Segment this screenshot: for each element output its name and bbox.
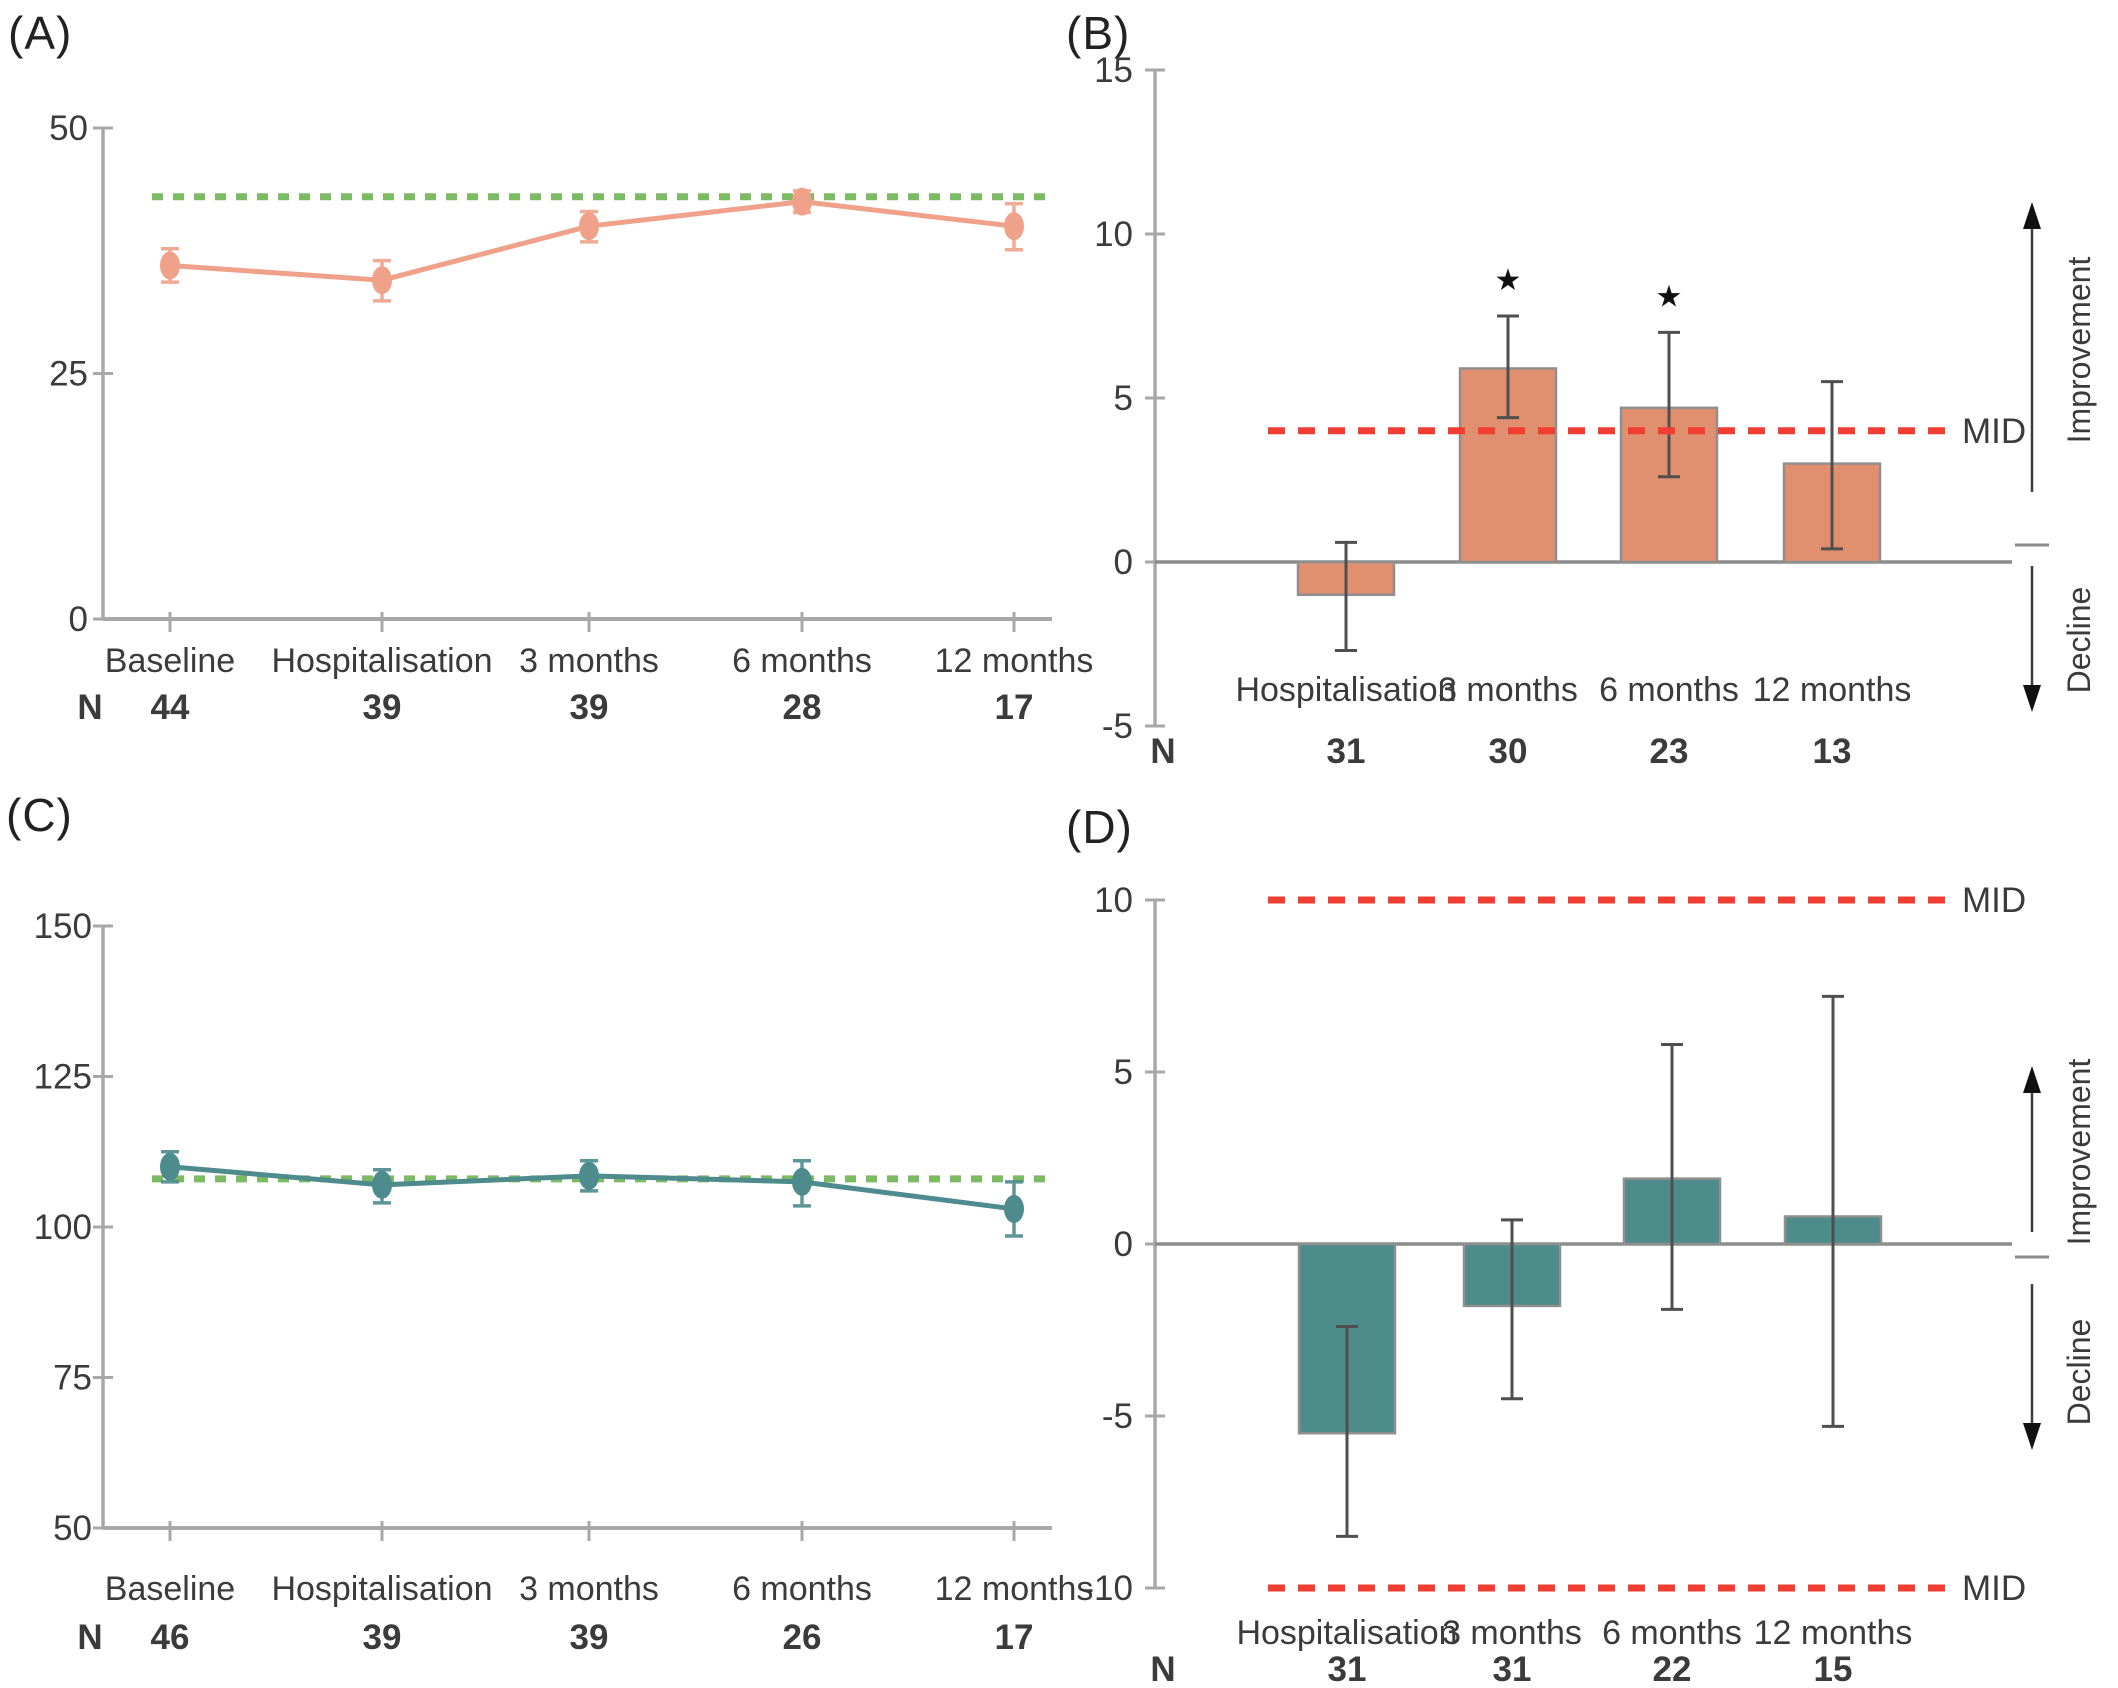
n-row-label: N [1150,1650,1175,1688]
decline-label: Decline [2061,1319,2097,1426]
category-label: 12 months [935,642,1094,680]
y-tick-label: 5 [1114,1053,1133,1092]
category-label: 12 months [1754,1614,1913,1652]
n-value: 39 [363,1618,402,1657]
y-tick-label: 50 [53,1509,92,1548]
panel-d-letter: (D) [1066,801,1133,853]
improvement-label: Improvement [2061,257,2097,444]
n-value: 39 [570,1618,609,1657]
n-value: 17 [995,688,1034,727]
y-tick-label: 15 [1094,51,1133,90]
y-tick-label: 100 [34,1208,92,1247]
data-point [372,1170,392,1199]
category-label: Hospitalisation [1236,1614,1457,1652]
error-bar [1821,380,1843,551]
decline-arrow [2023,1284,2041,1450]
panel-a-letter: (A) [8,7,73,59]
significance-star: ★ [1495,264,1522,297]
y-tick-label: -5 [1102,707,1133,746]
n-value: 23 [1650,732,1689,771]
error-bar [1497,314,1519,420]
category-label: Hospitalisation [1235,671,1456,709]
y-tick-label: 25 [49,355,88,394]
y-tick-label: 50 [49,109,88,148]
category-label: 3 months [519,642,659,680]
n-value: 13 [1813,732,1852,771]
data-point [579,1161,599,1190]
y-tick-label: 125 [34,1058,92,1097]
n-row-label: N [77,688,102,727]
n-value: 31 [1328,1650,1367,1688]
data-point [160,251,180,280]
category-label: Hospitalisation [271,1570,492,1608]
data-point [1004,1194,1024,1223]
n-value: 46 [151,1618,190,1657]
y-tick-label: 10 [1094,881,1133,920]
error-bar [1658,330,1680,479]
y-tick-label: 0 [1114,1225,1133,1264]
n-value: 22 [1653,1650,1692,1688]
data-point [1004,212,1024,241]
mid-label: MID [1962,1569,2026,1608]
y-tick-label: 0 [1114,543,1133,582]
category-label: Hospitalisation [271,642,492,680]
n-value: 31 [1327,732,1366,771]
data-point [579,212,599,241]
panel-c-chart: 50 75 100 125 150 Baseline Hospitalisation 3 mo… [34,907,1094,1657]
n-value: 39 [570,688,609,727]
y-tick-label: 5 [1114,379,1133,418]
y-tick-label: 10 [1094,215,1133,254]
category-label: 3 months [519,1570,659,1608]
n-value: 17 [995,1618,1034,1657]
panel-b-letter: (B) [1066,7,1131,59]
category-label: 6 months [732,1570,872,1608]
category-label: Baseline [105,1570,235,1608]
panel-b-chart: -5 0 5 10 15 ★ ★ MID Improvement Decline Hospitali… [1094,51,2097,771]
error-bar [1501,1218,1523,1401]
n-value: 39 [363,688,402,727]
n-value: 30 [1489,732,1528,771]
improvement-label: Improvement [2061,1059,2097,1246]
category-label: 12 months [935,1570,1094,1608]
n-value: 31 [1493,1650,1532,1688]
y-tick-label: 150 [34,907,92,946]
category-label: Baseline [105,642,235,680]
category-label: 3 months [1438,671,1578,709]
n-value: 15 [1814,1650,1853,1688]
category-label: 6 months [1599,671,1739,709]
n-row-label: N [1150,732,1175,771]
mid-label: MID [1962,412,2026,451]
n-value: 26 [783,1618,822,1657]
y-tick-label: -10 [1082,1569,1133,1608]
data-point [160,1152,180,1181]
data-point [792,187,812,216]
error-bar [1822,994,1844,1428]
category-label: 3 months [1442,1614,1582,1652]
error-bar [1661,1042,1683,1311]
significance-star: ★ [1656,280,1683,313]
n-value: 28 [783,688,822,727]
error-bar [1336,1325,1358,1538]
decline-arrow [2023,566,2041,712]
panel-d-chart: -10 -5 0 5 10 MID MID Improvement Decline Hospita… [1082,881,2097,1688]
y-tick-label: -5 [1102,1397,1133,1436]
mid-label: MID [1962,881,2026,920]
n-value: 44 [151,688,190,727]
category-label: 12 months [1753,671,1912,709]
data-point [372,266,392,295]
panel-a-chart: 0 25 50 Baseline Hospitalisation 3 months 6 mo… [49,109,1093,727]
error-bar [1335,540,1357,653]
y-tick-label: 0 [69,600,88,639]
y-tick-label: 75 [53,1359,92,1398]
panel-c-letter: (C) [6,789,73,841]
improvement-arrow [2023,202,2041,492]
category-label: 6 months [1602,1614,1742,1652]
data-point [792,1167,812,1196]
n-row-label: N [77,1618,102,1657]
category-label: 6 months [732,642,872,680]
decline-label: Decline [2061,587,2097,694]
improvement-arrow [2023,1066,2041,1232]
